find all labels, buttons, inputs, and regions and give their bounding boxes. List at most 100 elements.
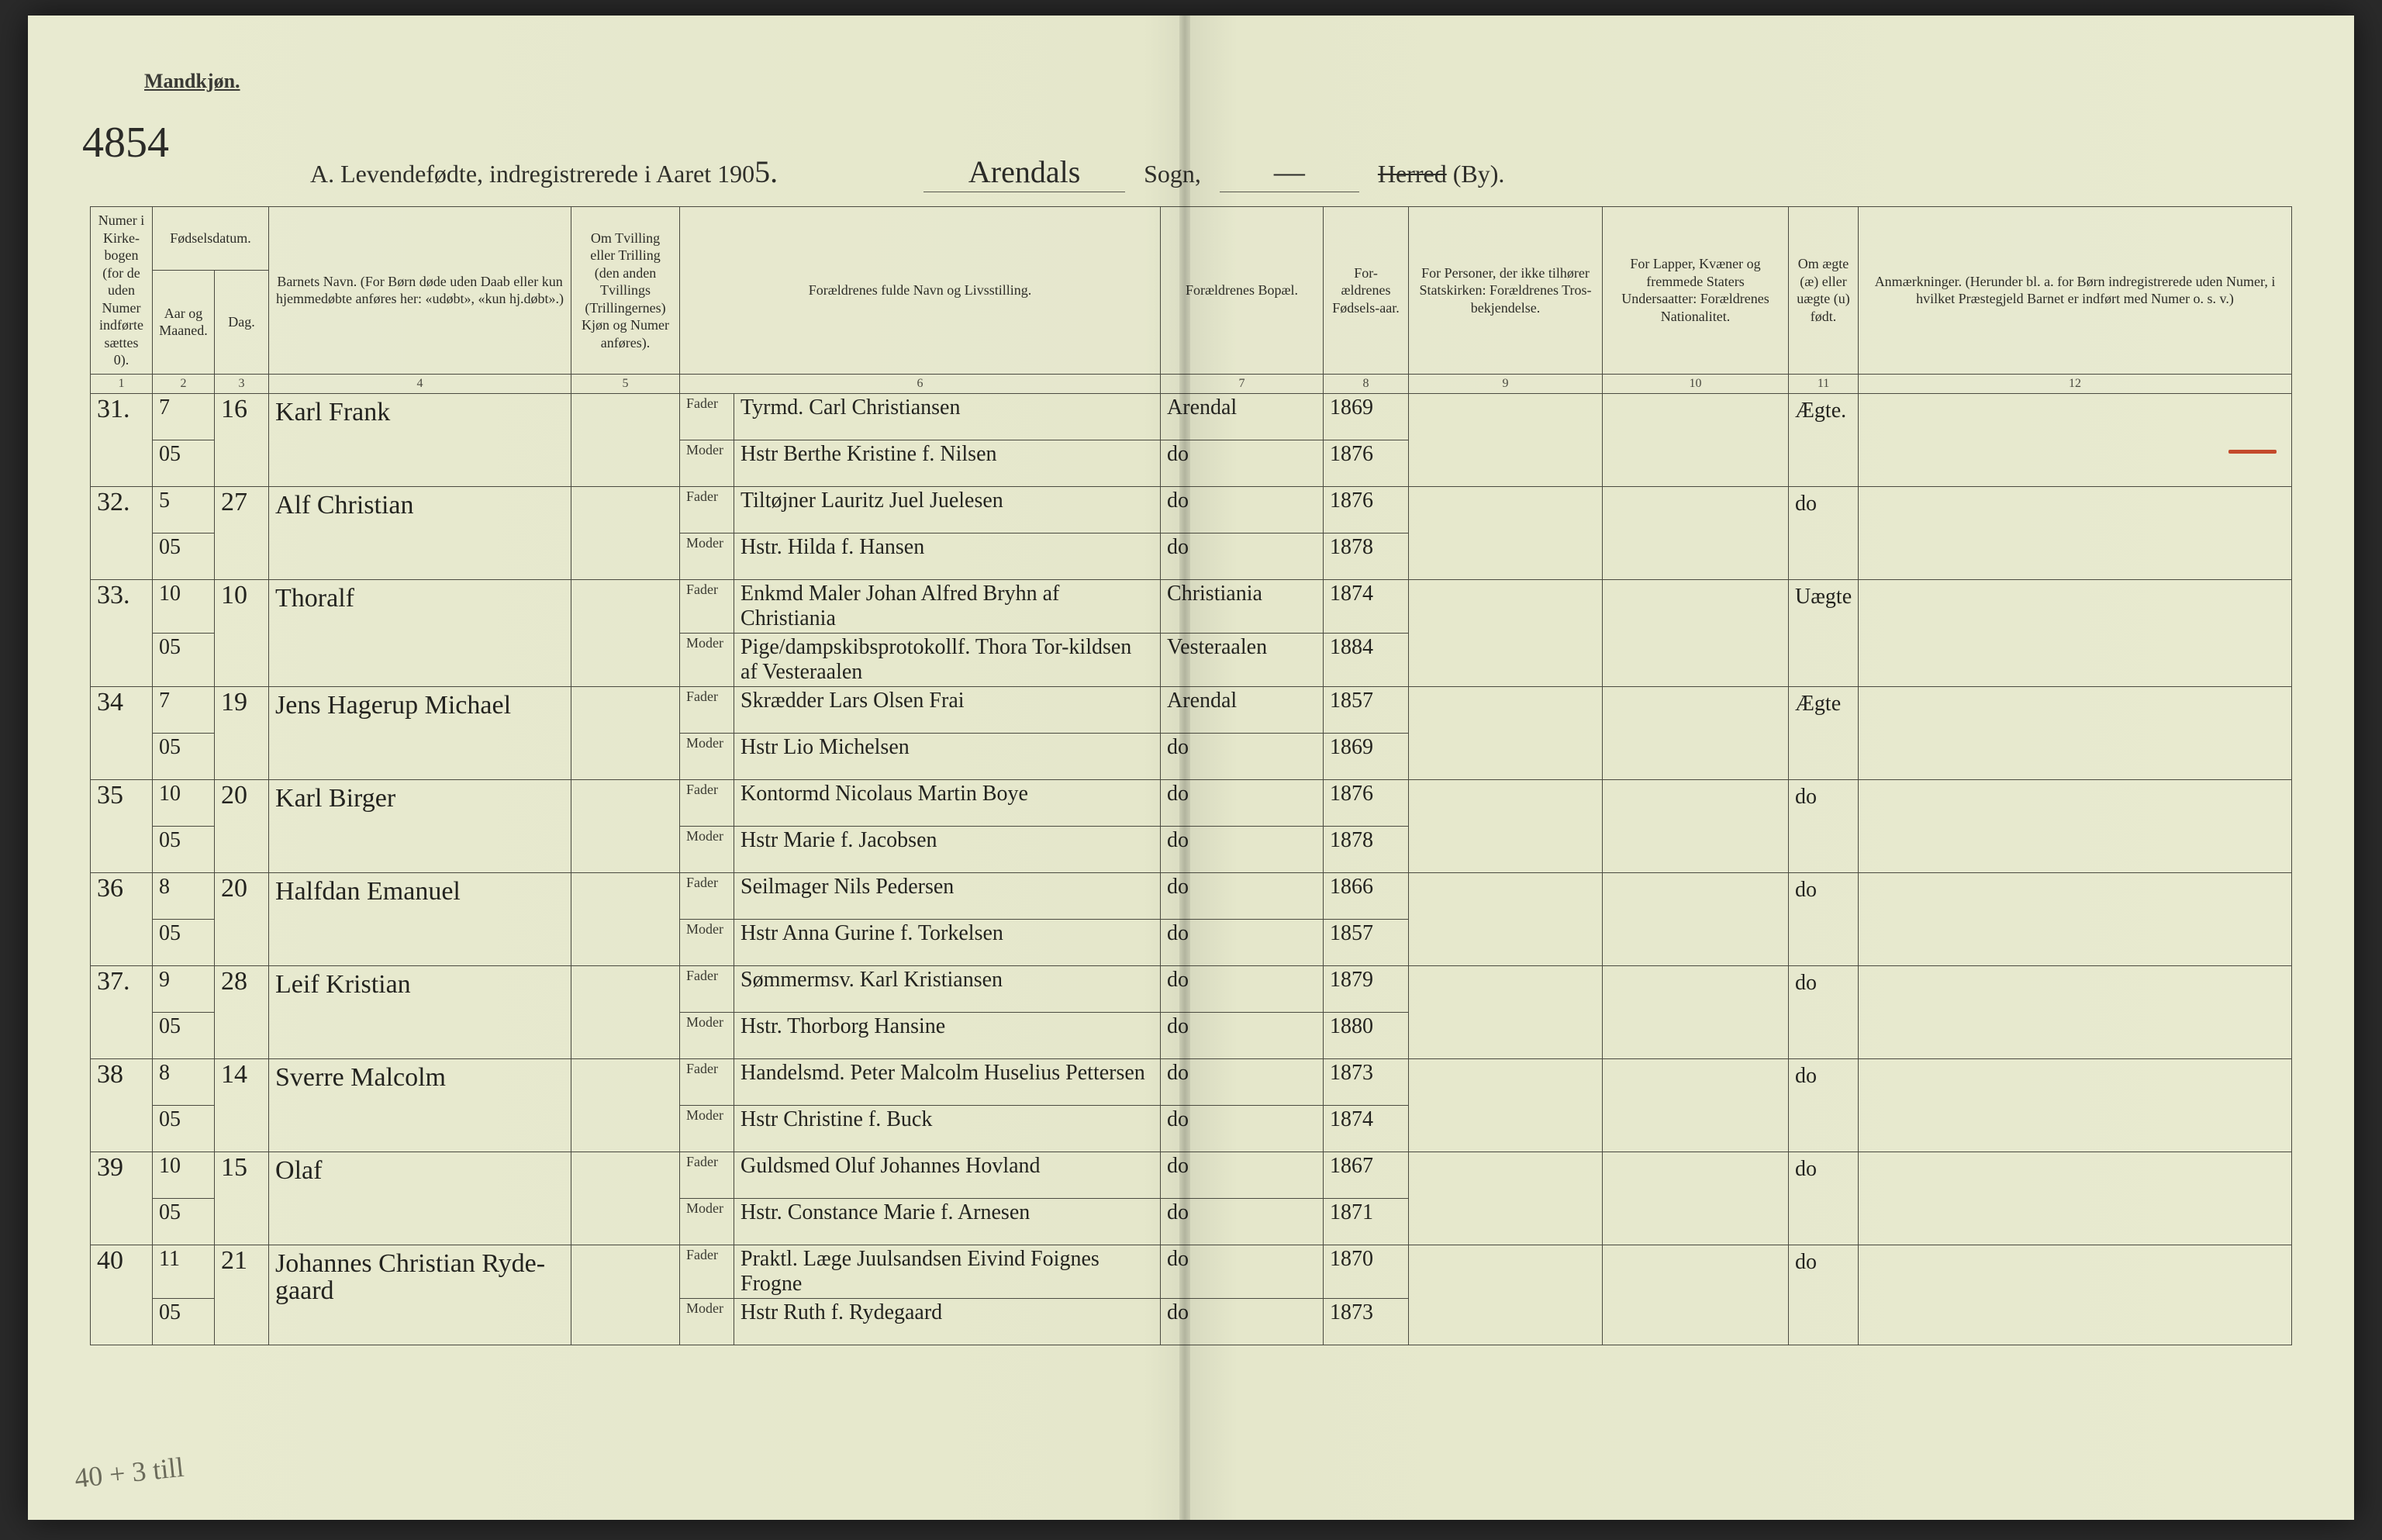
remarks bbox=[1859, 779, 2292, 872]
mother-birthyear: 1878 bbox=[1324, 826, 1409, 872]
mother-birthyear: 1857 bbox=[1324, 919, 1409, 965]
child-name: Olaf bbox=[269, 1152, 571, 1245]
father-label: Fader bbox=[680, 486, 734, 533]
col-header-12: Anmærkninger. (Herunder bl. a. for Børn … bbox=[1859, 207, 2292, 375]
entry-number: 31. bbox=[91, 393, 153, 486]
colnum: 4 bbox=[269, 374, 571, 393]
colnum: 3 bbox=[215, 374, 269, 393]
mother-residence: do bbox=[1161, 1012, 1324, 1058]
table-row: 32.527Alf ChristianFaderTiltøjner Laurit… bbox=[91, 486, 2292, 533]
twin-col bbox=[571, 1245, 680, 1345]
birth-year: 05 bbox=[153, 1298, 215, 1345]
twin-col bbox=[571, 1152, 680, 1245]
father-birthyear: 1876 bbox=[1324, 779, 1409, 826]
entry-number: 33. bbox=[91, 579, 153, 686]
remarks bbox=[1859, 1152, 2292, 1245]
ledger-page: Mandkjøn. 4854 A. Levendefødte, indregis… bbox=[28, 16, 2354, 1520]
colnum: 8 bbox=[1324, 374, 1409, 393]
confession-col bbox=[1409, 686, 1603, 779]
father-label: Fader bbox=[680, 1058, 734, 1105]
twin-col bbox=[571, 686, 680, 779]
table-row: 351020Karl BirgerFaderKontormd Nicolaus … bbox=[91, 779, 2292, 826]
father-residence: do bbox=[1161, 1245, 1324, 1298]
entry-number: 32. bbox=[91, 486, 153, 579]
father-label: Fader bbox=[680, 779, 734, 826]
nationality-col bbox=[1603, 393, 1789, 486]
child-name: Halfdan Emanuel bbox=[269, 872, 571, 965]
col-header-11: Om ægte (æ) eller uægte (u) født. bbox=[1789, 207, 1859, 375]
table-row: 391015OlafFaderGuldsmed Oluf Johannes Ho… bbox=[91, 1152, 2292, 1198]
remarks bbox=[1859, 872, 2292, 965]
mother-label: Moder bbox=[680, 1198, 734, 1245]
father-label: Fader bbox=[680, 579, 734, 633]
nationality-col bbox=[1603, 1152, 1789, 1245]
mother-label: Moder bbox=[680, 533, 734, 579]
twin-col bbox=[571, 779, 680, 872]
mother-residence: do bbox=[1161, 440, 1324, 486]
nationality-col bbox=[1603, 1058, 1789, 1152]
remarks bbox=[1859, 1245, 2292, 1345]
father-name: Praktl. Læge Juulsandsen Eivind Foignes … bbox=[734, 1245, 1161, 1298]
birth-year: 05 bbox=[153, 919, 215, 965]
mother-name: Hstr. Thorborg Hansine bbox=[734, 1012, 1161, 1058]
father-birthyear: 1874 bbox=[1324, 579, 1409, 633]
child-name: Sverre Malcolm bbox=[269, 1058, 571, 1152]
table-body: 31.716Karl FrankFaderTyrmd. Carl Christi… bbox=[91, 393, 2292, 1345]
red-pencil-mark bbox=[2228, 450, 2277, 454]
child-name: Leif Kristian bbox=[269, 965, 571, 1058]
mother-birthyear: 1884 bbox=[1324, 633, 1409, 686]
table-row: 33.1010ThoralfFaderEnkmd Maler Johan Alf… bbox=[91, 579, 2292, 633]
colnum: 12 bbox=[1859, 374, 2292, 393]
mother-label: Moder bbox=[680, 733, 734, 779]
father-name: Kontormd Nicolaus Martin Boye bbox=[734, 779, 1161, 826]
table-head: Numer i Kirke-bogen (for de uden Numer i… bbox=[91, 207, 2292, 394]
confession-col bbox=[1409, 779, 1603, 872]
birth-day: 10 bbox=[215, 579, 269, 686]
father-label: Fader bbox=[680, 1152, 734, 1198]
gender-heading: Mandkjøn. bbox=[144, 70, 240, 93]
father-birthyear: 1876 bbox=[1324, 486, 1409, 533]
father-birthyear: 1873 bbox=[1324, 1058, 1409, 1105]
father-name: Seilmager Nils Pedersen bbox=[734, 872, 1161, 919]
birth-year: 05 bbox=[153, 1198, 215, 1245]
father-residence: do bbox=[1161, 1152, 1324, 1198]
mother-residence: do bbox=[1161, 1298, 1324, 1345]
legitimacy: Ægte. bbox=[1789, 393, 1859, 486]
birth-day: 21 bbox=[215, 1245, 269, 1345]
birth-month: 5 bbox=[153, 486, 215, 533]
colnum: 6 bbox=[680, 374, 1161, 393]
father-name: Handelsmd. Peter Malcolm Huselius Petter… bbox=[734, 1058, 1161, 1105]
twin-col bbox=[571, 486, 680, 579]
father-birthyear: 1869 bbox=[1324, 393, 1409, 440]
entry-number: 37. bbox=[91, 965, 153, 1058]
birth-month: 11 bbox=[153, 1245, 215, 1298]
birth-year: 05 bbox=[153, 633, 215, 686]
legitimacy: do bbox=[1789, 486, 1859, 579]
twin-col bbox=[571, 872, 680, 965]
table-row: 34719Jens Hagerup MichaelFaderSkrædder L… bbox=[91, 686, 2292, 733]
father-birthyear: 1866 bbox=[1324, 872, 1409, 919]
col-header-4: Barnets Navn. (For Børn døde uden Daab e… bbox=[269, 207, 571, 375]
legitimacy: Uægte bbox=[1789, 579, 1859, 686]
nationality-col bbox=[1603, 579, 1789, 686]
mother-name: Hstr Anna Gurine f. Torkelsen bbox=[734, 919, 1161, 965]
mother-name: Hstr Berthe Kristine f. Nilsen bbox=[734, 440, 1161, 486]
mother-residence: do bbox=[1161, 826, 1324, 872]
colnum: 7 bbox=[1161, 374, 1324, 393]
father-name: Sømmermsv. Karl Kristiansen bbox=[734, 965, 1161, 1012]
birth-month: 10 bbox=[153, 579, 215, 633]
father-birthyear: 1879 bbox=[1324, 965, 1409, 1012]
father-name: Tyrmd. Carl Christiansen bbox=[734, 393, 1161, 440]
birth-year: 05 bbox=[153, 1105, 215, 1152]
top-label-row: Mandkjøn. bbox=[90, 70, 2292, 93]
remarks bbox=[1859, 486, 2292, 579]
col-header-10: For Lapper, Kvæner og fremmede Staters U… bbox=[1603, 207, 1789, 375]
birth-month: 7 bbox=[153, 686, 215, 733]
birth-day: 20 bbox=[215, 779, 269, 872]
birth-month: 7 bbox=[153, 393, 215, 440]
confession-col bbox=[1409, 393, 1603, 486]
entry-number: 38 bbox=[91, 1058, 153, 1152]
birth-month: 8 bbox=[153, 872, 215, 919]
mother-label: Moder bbox=[680, 440, 734, 486]
col-header-2b: Dag. bbox=[215, 270, 269, 374]
